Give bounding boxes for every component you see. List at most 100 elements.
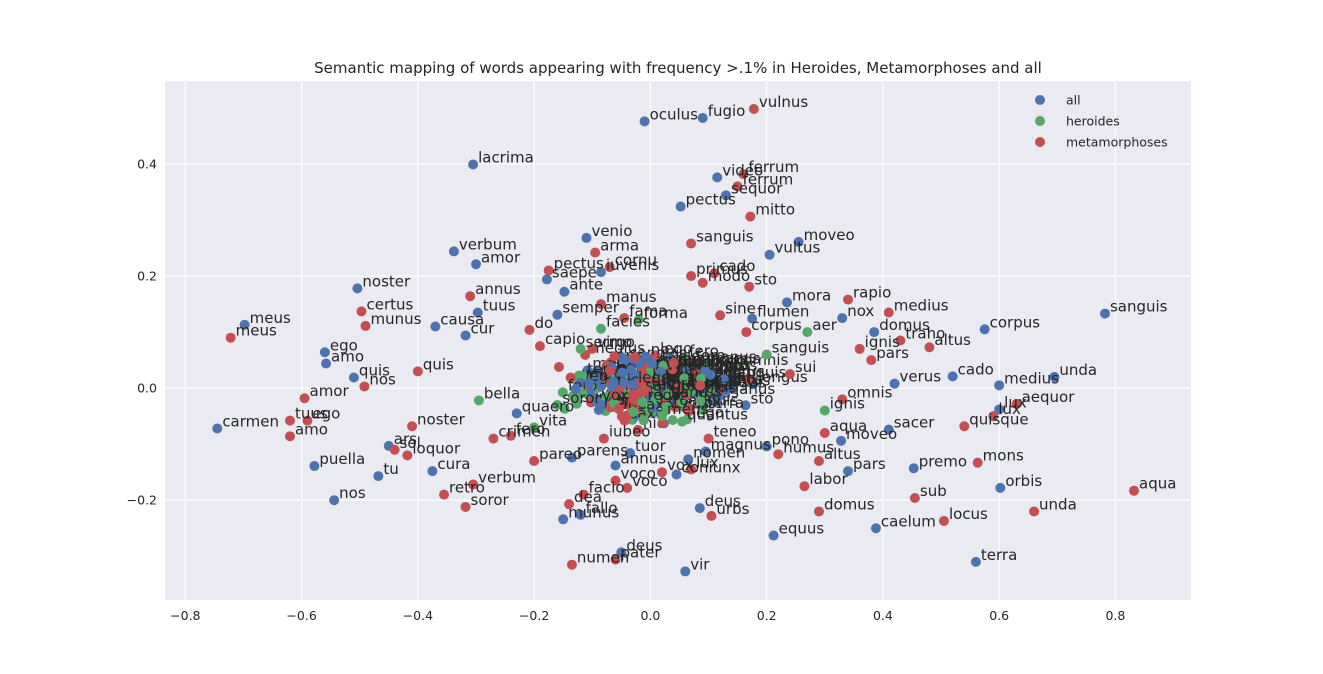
cluster-point	[637, 397, 648, 408]
point-label: meus	[236, 322, 277, 340]
cluster-point	[557, 387, 568, 398]
point-metamorphoses	[773, 449, 784, 460]
point-label: tu	[383, 460, 398, 478]
tick-labels: −0.8 −0.6 −0.4 −0.2 0.0 0.2 0.4 0.6 0.8 −0.2 0.0 0.…	[127, 156, 1126, 623]
cluster-point	[679, 352, 690, 363]
point-metamorphoses	[389, 444, 400, 455]
cluster-point	[677, 416, 688, 427]
point-metamorphoses	[1029, 506, 1040, 517]
point-label: lux	[1004, 393, 1027, 411]
point-metamorphoses	[356, 306, 367, 317]
point-all	[575, 509, 586, 520]
point-metamorphoses	[505, 430, 516, 441]
cluster-point	[650, 394, 661, 405]
point-label: ignis	[865, 333, 900, 351]
point-label: video	[722, 161, 763, 179]
cluster-point	[617, 367, 628, 378]
cluster-point	[553, 361, 564, 372]
point-all	[430, 321, 441, 332]
point-all	[552, 309, 563, 320]
cluster-point	[662, 388, 673, 399]
point-label: nox	[847, 302, 874, 320]
point-label: mora	[792, 286, 831, 304]
legend-marker	[1035, 137, 1045, 147]
point-label: semper	[562, 299, 619, 317]
point-label: cado	[958, 360, 994, 378]
point-heroides	[761, 349, 772, 360]
point-all	[239, 319, 250, 330]
point-heroides	[595, 323, 606, 334]
point-metamorphoses	[564, 499, 575, 510]
point-all	[212, 423, 223, 434]
cluster-label: rego	[647, 386, 681, 404]
point-metamorphoses	[488, 433, 499, 444]
point-metamorphoses	[715, 310, 726, 321]
point-all	[566, 452, 577, 463]
point-label: pareo	[539, 445, 582, 463]
cluster-point	[608, 376, 619, 387]
cluster-point	[605, 365, 616, 376]
point-metamorphoses	[784, 369, 795, 380]
cluster-point	[584, 378, 595, 389]
point-label: orbis	[1005, 472, 1042, 490]
point-all	[329, 495, 340, 506]
point-metamorphoses	[738, 169, 749, 180]
legend-label: all	[1066, 93, 1081, 108]
point-label: pars	[853, 455, 886, 473]
point-label: verbum	[459, 235, 517, 253]
point-all	[700, 446, 711, 457]
point-all	[908, 463, 919, 474]
point-label: loquor	[412, 439, 461, 457]
point-label: forma	[644, 304, 688, 322]
point-metamorphoses	[610, 475, 621, 486]
point-metamorphoses	[744, 281, 755, 292]
point-metamorphoses	[284, 415, 295, 426]
point-all	[793, 236, 804, 247]
cluster-label: fero	[651, 375, 681, 393]
point-label: iubeo	[609, 423, 651, 441]
point-label: ego	[312, 405, 340, 423]
legend-label: heroides	[1066, 114, 1120, 129]
point-label: annus	[621, 449, 667, 467]
cluster-point	[641, 376, 652, 387]
point-label: domus	[879, 316, 930, 334]
point-all	[712, 172, 723, 183]
point-label: premo	[919, 452, 967, 470]
cluster-point	[713, 383, 724, 394]
legend-marker	[1035, 116, 1045, 126]
point-label: quaero	[522, 397, 574, 415]
cluster-label: sanguis	[729, 363, 787, 381]
x-tick-label: −0.6	[286, 608, 316, 623]
point-label: fugio	[708, 102, 746, 120]
point-metamorphoses	[686, 271, 697, 282]
point-label: arma	[600, 237, 639, 255]
point-metamorphoses	[1129, 485, 1140, 496]
point-label: venio	[591, 222, 632, 240]
cluster-point	[675, 397, 686, 408]
point-metamorphoses	[360, 320, 371, 331]
cluster-point	[609, 351, 620, 362]
cluster-label: lego	[660, 339, 692, 357]
dense-cluster: sanguissaxavoloferoregolegostomagnuspars…	[553, 339, 808, 435]
point-metamorphoses	[866, 355, 877, 366]
point-metamorphoses	[302, 415, 313, 426]
point-label: magnus	[711, 435, 771, 453]
point-all	[889, 378, 900, 389]
point-metamorphoses	[745, 211, 756, 222]
point-label: amor	[310, 382, 350, 400]
cluster-point	[718, 374, 729, 385]
point-label: unda	[1039, 495, 1077, 513]
point-label: rapio	[853, 284, 891, 302]
cluster-point	[591, 372, 602, 383]
point-metamorphoses	[610, 554, 621, 565]
point-label: aer	[812, 316, 837, 334]
point-all	[979, 324, 990, 335]
point-metamorphoses	[529, 456, 540, 467]
cluster-point	[619, 378, 630, 389]
cluster-point	[705, 384, 716, 395]
cluster-label: quantus	[704, 362, 765, 380]
point-metamorphoses	[566, 559, 577, 570]
point-all	[836, 435, 847, 446]
point-metamorphoses	[843, 294, 854, 305]
point-heroides	[473, 395, 484, 406]
